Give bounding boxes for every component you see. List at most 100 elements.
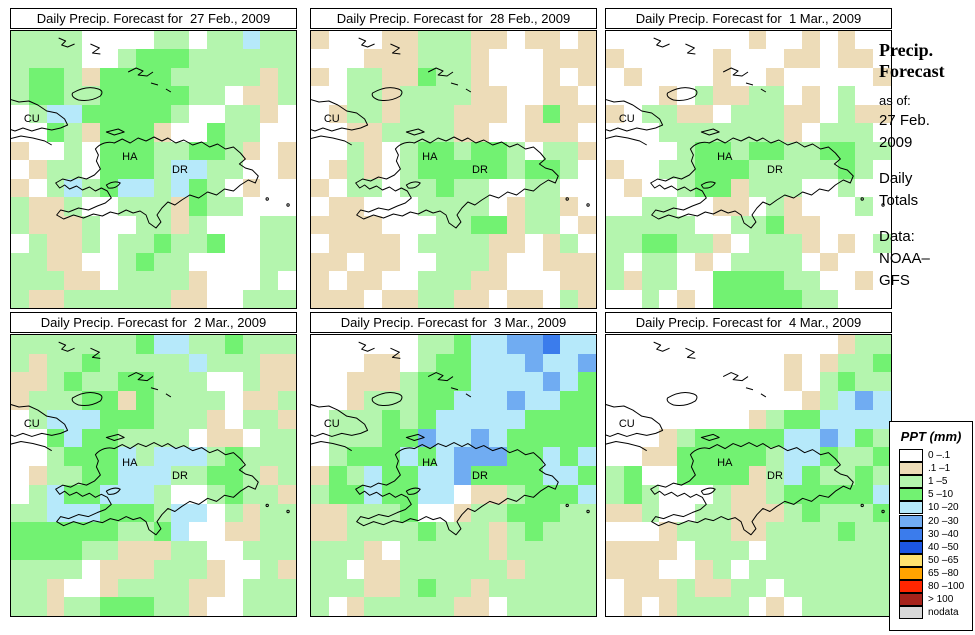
precip-cell xyxy=(453,49,472,68)
precip-cell xyxy=(623,104,642,124)
precip-cell xyxy=(606,271,624,290)
precip-cell xyxy=(100,409,118,429)
precip-cell xyxy=(153,67,172,87)
precip-cell xyxy=(117,215,136,235)
precip-cell xyxy=(524,578,543,598)
precip-cell xyxy=(712,178,731,198)
precip-cell xyxy=(417,522,436,542)
precip-cell xyxy=(206,197,225,216)
precip-cell xyxy=(855,522,874,542)
precip-cell xyxy=(260,353,279,373)
precip-cell xyxy=(242,123,261,142)
precip-cell xyxy=(524,141,543,161)
precip-cell xyxy=(748,522,767,542)
precip-cell xyxy=(82,522,101,542)
precip-cell xyxy=(400,252,418,272)
precip-cell xyxy=(712,289,731,308)
precip-cell xyxy=(524,541,543,560)
precip-cell xyxy=(677,234,696,253)
precip-cell xyxy=(873,31,891,50)
precip-cell xyxy=(837,372,856,392)
precip-cell xyxy=(364,141,383,161)
precip-cell xyxy=(524,391,543,410)
legend-item: 0 –.1 xyxy=(899,449,972,463)
precip-cell xyxy=(659,447,678,467)
precip-cell xyxy=(46,409,65,429)
precip-cell xyxy=(82,252,101,272)
precip-cell xyxy=(28,559,47,579)
precip-cell xyxy=(224,559,243,579)
precip-cell xyxy=(784,49,802,68)
precip-cell xyxy=(712,197,731,216)
precip-cell xyxy=(435,335,454,354)
precip-cell xyxy=(766,597,785,616)
precip-cell xyxy=(117,522,136,542)
precip-cell xyxy=(242,597,261,616)
precip-cell xyxy=(712,541,731,560)
precip-cell xyxy=(64,559,83,579)
precip-cell xyxy=(328,252,347,272)
precip-cell xyxy=(189,503,207,523)
precip-cell xyxy=(260,86,279,105)
precip-cell xyxy=(117,252,136,272)
precip-cell xyxy=(64,178,83,198)
precip-cell xyxy=(873,578,891,598)
precip-cell xyxy=(801,372,820,392)
precip-cell xyxy=(346,559,365,579)
precip-cell xyxy=(542,447,561,467)
precip-cell xyxy=(364,197,383,216)
precip-cell xyxy=(435,234,454,253)
precip-cell xyxy=(346,289,365,308)
precip-cell xyxy=(677,559,696,579)
precip-cell xyxy=(578,86,596,105)
precip-cell xyxy=(659,559,678,579)
precip-cell xyxy=(560,86,579,105)
precip-cell xyxy=(417,289,436,308)
legend-item-label: 65 –80 xyxy=(928,567,959,579)
precip-cell xyxy=(117,391,136,410)
precip-cell xyxy=(712,597,731,616)
precip-cell xyxy=(346,271,365,290)
precip-cell xyxy=(784,466,802,485)
precip-cell xyxy=(606,215,624,235)
precip-cell xyxy=(542,234,561,253)
precip-cell xyxy=(784,559,802,579)
precip-cell xyxy=(189,197,207,216)
precip-cell xyxy=(364,123,383,142)
precip-cell xyxy=(278,372,296,392)
precip-cell xyxy=(748,234,767,253)
precip-cell xyxy=(382,372,401,392)
precip-cell xyxy=(278,31,296,50)
panel-title-5: Daily Precip. Forecast for 3 Mar., 2009 xyxy=(310,312,597,333)
precip-cell xyxy=(801,31,820,50)
precip-cell xyxy=(873,541,891,560)
precip-cell xyxy=(730,335,749,354)
precip-cell xyxy=(117,428,136,448)
precip-cell xyxy=(837,178,856,198)
precip-cell xyxy=(64,484,83,504)
precip-cell xyxy=(435,466,454,485)
precip-cell xyxy=(677,31,696,50)
precip-cell xyxy=(712,578,731,598)
precip-cell xyxy=(189,353,207,373)
precip-cell xyxy=(873,234,891,253)
precip-cell xyxy=(206,372,225,392)
precip-cell xyxy=(382,559,401,579)
precip-cell xyxy=(801,428,820,448)
precip-cell xyxy=(28,49,47,68)
precip-cell xyxy=(873,141,891,161)
precip-cell xyxy=(855,541,874,560)
precip-cell xyxy=(135,391,154,410)
precip-cell xyxy=(766,67,785,87)
precip-cell xyxy=(542,178,561,198)
precip-cell xyxy=(189,372,207,392)
precip-cell xyxy=(11,447,29,467)
precip-cell xyxy=(766,484,785,504)
precip-cell xyxy=(524,447,543,467)
precip-cell xyxy=(506,31,525,50)
precip-cell xyxy=(873,484,891,504)
precip-cell xyxy=(153,597,172,616)
precip-cell xyxy=(311,289,329,308)
precip-cell xyxy=(382,353,401,373)
precip-cell xyxy=(873,372,891,392)
